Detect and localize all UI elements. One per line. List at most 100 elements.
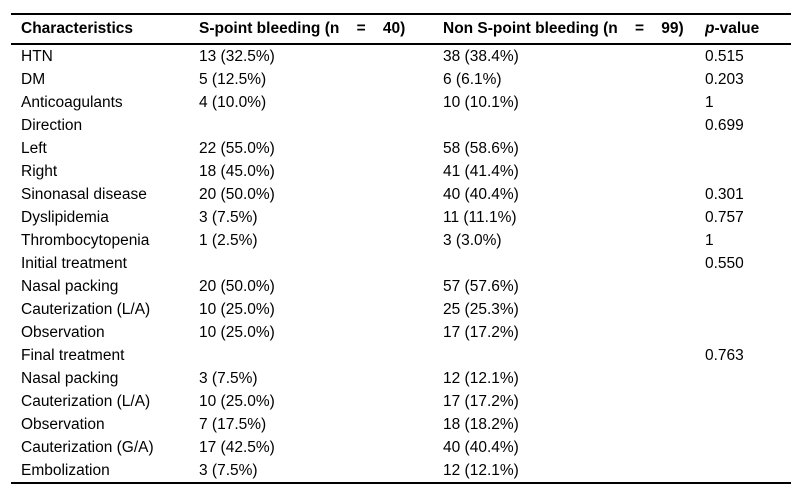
- cell-p-value: [705, 321, 791, 344]
- cell-s-point: 3 (7.5%): [199, 208, 258, 226]
- table-row: Embolization 3 (7.5%) 12 (12.1%): [11, 459, 791, 483]
- cell-characteristic: Initial treatment: [21, 254, 127, 272]
- cell-characteristic: Right: [21, 162, 58, 180]
- cell-p-value: 1: [705, 231, 714, 249]
- cell-characteristic: DM: [21, 70, 46, 88]
- cell-s-point: [199, 252, 443, 275]
- table-row: Direction 0.699: [11, 114, 791, 137]
- cell-p-value: [705, 160, 791, 183]
- cell-characteristic: Nasal packing: [21, 277, 119, 295]
- cell-s-point: 5 (12.5%): [199, 70, 267, 88]
- cell-non-s-point: 12 (12.1%): [443, 461, 519, 479]
- cell-non-s-point: 17 (17.2%): [443, 323, 519, 341]
- cell-characteristic: Sinonasal disease: [21, 185, 147, 203]
- cell-s-point: [199, 344, 443, 367]
- cell-characteristic: Thrombocytopenia: [21, 231, 150, 249]
- cell-non-s-point: 40 (40.4%): [443, 185, 519, 203]
- cell-p-value: [705, 367, 791, 390]
- cell-non-s-point: 25 (25.3%): [443, 300, 519, 318]
- table-row: Cauterization (G/A) 17 (42.5%) 40 (40.4%): [11, 436, 791, 459]
- cell-s-point: 10 (25.0%): [199, 323, 275, 341]
- cell-p-value: [705, 137, 791, 160]
- table-row: Observation 10 (25.0%) 17 (17.2%): [11, 321, 791, 344]
- cell-characteristic: Observation: [21, 323, 105, 341]
- cell-s-point: 7 (17.5%): [199, 415, 267, 433]
- cell-non-s-point: 40 (40.4%): [443, 438, 519, 456]
- table-row: Thrombocytopenia 1 (2.5%) 3 (3.0%) 1: [11, 229, 791, 252]
- cell-characteristic: Embolization: [21, 461, 110, 479]
- cell-non-s-point: 17 (17.2%): [443, 392, 519, 410]
- table-row: Cauterization (L/A) 10 (25.0%) 25 (25.3%): [11, 298, 791, 321]
- cell-non-s-point: 12 (12.1%): [443, 369, 519, 387]
- cell-p-value: 0.757: [705, 208, 744, 226]
- cell-non-s-point: [443, 114, 705, 137]
- cell-s-point: 3 (7.5%): [199, 369, 258, 387]
- cell-p-value: 1: [705, 93, 714, 111]
- cell-s-point: 20 (50.0%): [199, 185, 275, 203]
- table-row: HTN 13 (32.5%) 38 (38.4%) 0.515: [11, 44, 791, 68]
- cell-s-point: 17 (42.5%): [199, 438, 275, 456]
- cell-non-s-point: 10 (10.1%): [443, 93, 519, 111]
- cell-s-point: 10 (25.0%): [199, 300, 275, 318]
- cell-p-value: 0.301: [705, 185, 744, 203]
- cell-p-value: 0.550: [705, 254, 744, 272]
- header-row: Characteristics S-point bleeding (n = 40…: [11, 14, 791, 45]
- table-row: Dyslipidemia 3 (7.5%) 11 (11.1%) 0.757: [11, 206, 791, 229]
- cell-non-s-point: 38 (38.4%): [443, 47, 519, 65]
- cell-p-value: 0.699: [705, 116, 744, 134]
- cell-characteristic: Nasal packing: [21, 369, 119, 387]
- cell-non-s-point: [443, 344, 705, 367]
- cell-s-point: 1 (2.5%): [199, 231, 258, 249]
- table-row: Observation 7 (17.5%) 18 (18.2%): [11, 413, 791, 436]
- cell-non-s-point: 41 (41.4%): [443, 162, 519, 180]
- table-row: Cauterization (L/A) 10 (25.0%) 17 (17.2%): [11, 390, 791, 413]
- cell-p-value: 0.203: [705, 70, 744, 88]
- cell-characteristic: Cauterization (L/A): [21, 300, 151, 318]
- col-header-non-s-point-bleeding: Non S-point bleeding (n = 99): [443, 14, 705, 45]
- cell-p-value: [705, 413, 791, 436]
- cell-s-point: 3 (7.5%): [199, 461, 258, 479]
- col-header-p-value: p-value: [705, 14, 791, 45]
- cell-characteristic: Dyslipidemia: [21, 208, 109, 226]
- cell-characteristic: Anticoagulants: [21, 93, 123, 111]
- cell-characteristic: Cauterization (G/A): [21, 438, 154, 456]
- cell-non-s-point: 6 (6.1%): [443, 70, 502, 88]
- table-row: Final treatment 0.763: [11, 344, 791, 367]
- cell-p-value: [705, 436, 791, 459]
- cell-s-point: 10 (25.0%): [199, 392, 275, 410]
- cell-non-s-point: 57 (57.6%): [443, 277, 519, 295]
- cell-s-point: 22 (55.0%): [199, 139, 275, 157]
- table-row: Anticoagulants 4 (10.0%) 10 (10.1%) 1: [11, 91, 791, 114]
- cell-characteristic: Cauterization (L/A): [21, 392, 151, 410]
- cell-characteristic: Left: [21, 139, 47, 157]
- cell-characteristic: HTN: [21, 47, 53, 65]
- cell-p-value: [705, 390, 791, 413]
- cell-non-s-point: [443, 252, 705, 275]
- table-row: Left 22 (55.0%) 58 (58.6%): [11, 137, 791, 160]
- cell-non-s-point: 3 (3.0%): [443, 231, 502, 249]
- cell-characteristic: Direction: [21, 116, 83, 134]
- table-row: Nasal packing 3 (7.5%) 12 (12.1%): [11, 367, 791, 390]
- cell-s-point: 4 (10.0%): [199, 93, 267, 111]
- cell-non-s-point: 58 (58.6%): [443, 139, 519, 157]
- p-value-rest: -value: [714, 20, 760, 37]
- cell-characteristic: Final treatment: [21, 346, 125, 364]
- table-row: DM 5 (12.5%) 6 (6.1%) 0.203: [11, 68, 791, 91]
- cell-s-point: 13 (32.5%): [199, 47, 275, 65]
- cell-non-s-point: 11 (11.1%): [443, 208, 517, 226]
- table-row: Initial treatment 0.550: [11, 252, 791, 275]
- p-value-italic-p: p: [705, 20, 715, 37]
- table-row: Sinonasal disease 20 (50.0%) 40 (40.4%) 0.3…: [11, 183, 791, 206]
- cell-characteristic: Observation: [21, 415, 105, 433]
- cell-s-point: [199, 114, 443, 137]
- cell-p-value: 0.763: [705, 346, 744, 364]
- cell-p-value: [705, 275, 791, 298]
- cell-p-value: 0.515: [705, 47, 744, 65]
- col-header-characteristics: Characteristics: [11, 14, 199, 45]
- table-row: Nasal packing 20 (50.0%) 57 (57.6%): [11, 275, 791, 298]
- characteristics-table: Characteristics S-point bleeding (n = 40…: [11, 13, 791, 484]
- cell-p-value: [705, 459, 791, 483]
- cell-s-point: 20 (50.0%): [199, 277, 275, 295]
- cell-s-point: 18 (45.0%): [199, 162, 275, 180]
